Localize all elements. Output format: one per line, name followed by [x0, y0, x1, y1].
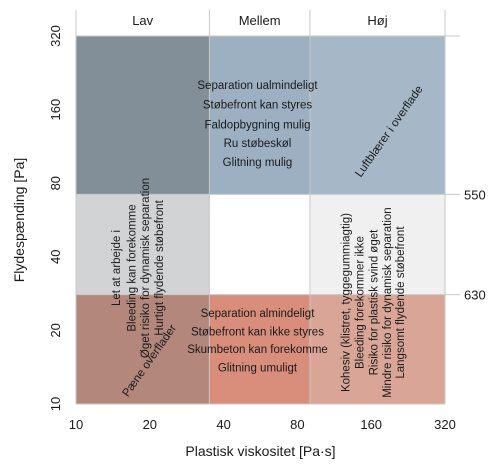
x-axis-label: Plastisk viskositet [Pa·s] [185, 443, 335, 459]
annotation-text: Støbefront kan styres [203, 100, 313, 112]
region-r1-c2 [309, 194, 445, 295]
grid-lines [75, 10, 460, 405]
x-tick-label: 160 [360, 417, 382, 432]
region-r0-c2 [309, 294, 445, 404]
region-r2-c2 [309, 36, 445, 195]
x-tick-labels: 10 20 40 80 160 320 [69, 417, 456, 432]
right-axis-labels: 550 630 [464, 187, 486, 302]
annotation-text: Let at arbejde i [111, 230, 123, 306]
y-tick-labels: 10 20 40 80 160 320 [48, 25, 63, 411]
annotation-text: Ru støbeskøl [224, 138, 292, 150]
y-tick-label: 10 [48, 397, 63, 411]
annotation-text: Separation almindeligt [201, 308, 316, 320]
y-tick-label: 160 [48, 99, 63, 121]
x-tick-label: 40 [216, 417, 230, 432]
y-tick-label: 20 [48, 323, 63, 337]
annotation-text: Faldopbygning mulig [204, 119, 310, 131]
y-tick-label: 80 [48, 176, 63, 190]
annotation-text: Risiko for plastisk svind øget [369, 229, 381, 376]
annotation-text: Bleeding forekommer ikke [355, 236, 367, 369]
annotation-text: Mindre risiko for dynamisk separation [382, 207, 394, 397]
x-tick-label: 320 [434, 417, 456, 432]
x-tick-label: 20 [143, 417, 157, 432]
region-r0-c0 [76, 294, 210, 404]
region-r2-c1 [209, 36, 310, 195]
y-tick-label: 40 [48, 250, 63, 264]
region-cells [76, 36, 445, 404]
right-axis-label: 550 [464, 187, 486, 202]
column-headers: Lav Mellem Høj [132, 13, 387, 28]
annotation-text: Støbefront kan ikke styres [191, 327, 324, 339]
region-r2-c0 [76, 36, 210, 195]
annotation-text: Kohesiv (klistret, tyggegummiagtig) [341, 213, 353, 392]
column-header: Høj [367, 13, 387, 28]
y-tick-label: 320 [48, 25, 63, 47]
annotation-text: Hurtigt flydende støbefront [154, 199, 166, 335]
x-tick-label: 10 [69, 417, 83, 432]
annotation-text: Langsomt flydende støbefront [395, 226, 407, 379]
annotation-text: Glitning umuligt [218, 362, 298, 374]
region-r1-c0 [76, 194, 210, 295]
annotation-text: Glitning mulig [223, 157, 293, 169]
y-axis-label: Flydespænding [Pa] [11, 158, 27, 283]
region-r1-c1 [209, 194, 310, 295]
annotation-text: Separation ualmindeligt [197, 80, 318, 92]
x-tick-label: 80 [290, 417, 304, 432]
annotation-text: Øget risiko for dynamisk separation [140, 178, 152, 358]
region-r0-c1 [209, 294, 310, 404]
annotation-text: Skumbeton kan forekomme [187, 344, 328, 356]
right-axis-label: 630 [464, 288, 486, 303]
column-header: Mellem [239, 13, 281, 28]
column-header: Lav [132, 13, 153, 28]
annotation-text: Bleeding kan forekomme [127, 204, 139, 331]
